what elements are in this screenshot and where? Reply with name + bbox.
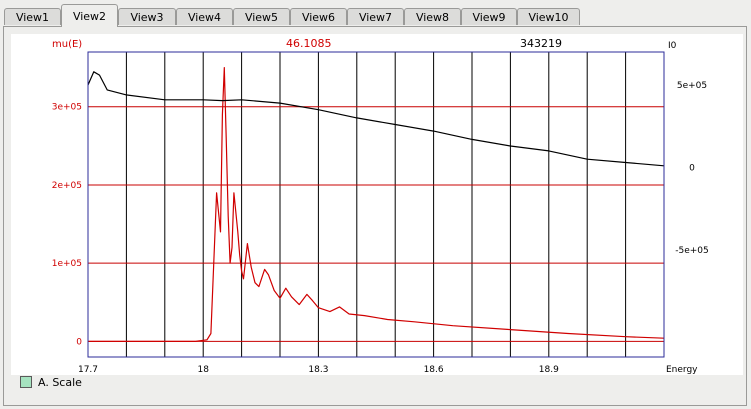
right-axis-label: I0 bbox=[668, 41, 677, 51]
cursor-right-value: 343219 bbox=[520, 37, 562, 50]
left-tick-label: 2e+05 bbox=[52, 181, 82, 191]
grid-lines bbox=[88, 52, 664, 357]
auto-scale-label: A. Scale bbox=[38, 375, 82, 389]
left-tick-label: 3e+05 bbox=[52, 103, 82, 113]
x-tick-label: 18.6 bbox=[424, 365, 444, 375]
x-tick-label: 17.7 bbox=[78, 365, 98, 375]
x-tick-label: 18.3 bbox=[308, 365, 328, 375]
x-axis-label: Energy bbox=[666, 365, 698, 375]
tab-view1[interactable]: View1 bbox=[4, 8, 61, 25]
right-tick-label: -5e+05 bbox=[675, 246, 709, 256]
tab-view6[interactable]: View6 bbox=[290, 8, 347, 25]
tab-view8[interactable]: View8 bbox=[404, 8, 461, 25]
tab-view5[interactable]: View5 bbox=[233, 8, 290, 25]
x-tick-label: 18.9 bbox=[539, 365, 559, 375]
auto-scale-toggle[interactable]: A. Scale bbox=[20, 375, 82, 389]
x-tick-label: 18 bbox=[197, 365, 209, 375]
left-tick-label: 1e+05 bbox=[52, 259, 82, 269]
left-tick-label: 0 bbox=[76, 337, 82, 347]
tab-view7[interactable]: View7 bbox=[347, 8, 404, 25]
i0-series-line bbox=[87, 71, 665, 167]
right-tick-label: 5e+05 bbox=[677, 81, 707, 91]
tab-view3[interactable]: View3 bbox=[118, 8, 176, 25]
series-layer bbox=[87, 66, 665, 342]
plot-frame bbox=[87, 51, 665, 358]
cursor-left-value: 46.1085 bbox=[286, 37, 332, 50]
tab-bar: View1 View2 View3 View4 View5 View6 View… bbox=[0, 0, 751, 27]
auto-scale-checkbox[interactable] bbox=[20, 376, 32, 388]
tab-view2[interactable]: View2 bbox=[61, 4, 118, 27]
tab-view4[interactable]: View4 bbox=[176, 8, 233, 25]
tab-view9[interactable]: View9 bbox=[461, 8, 517, 25]
tab-view10[interactable]: View10 bbox=[517, 8, 580, 25]
right-tick-label: 0 bbox=[689, 163, 695, 173]
axis-labels: 0 1e+05 2e+05 3e+05 5e+05 0 -5e+05 17.7 18 18.3 18… bbox=[52, 81, 709, 375]
mu-series-line bbox=[88, 66, 665, 342]
left-axis-label: mu(E) bbox=[52, 39, 82, 50]
